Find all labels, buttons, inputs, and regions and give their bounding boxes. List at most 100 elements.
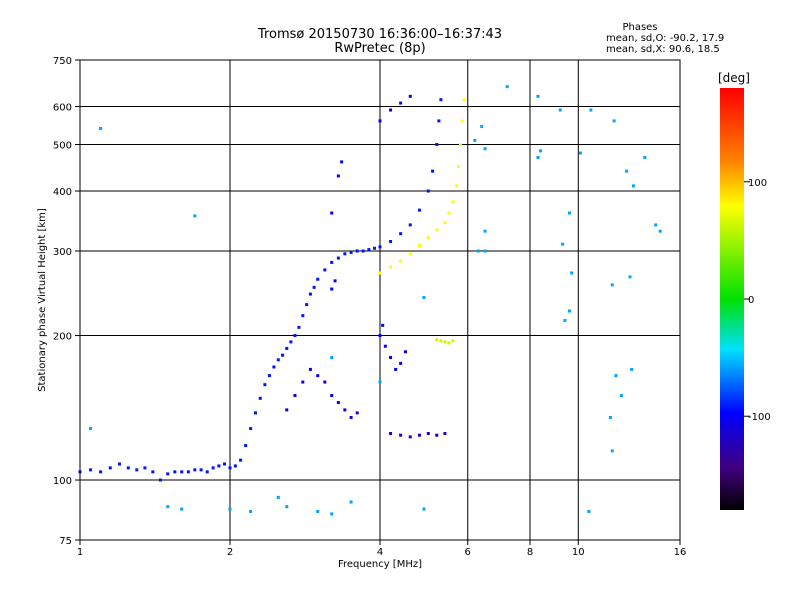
data-point xyxy=(89,427,93,431)
data-point xyxy=(473,138,477,142)
data-point xyxy=(330,512,334,516)
x-tick-label: 1 xyxy=(77,547,83,558)
data-point xyxy=(349,415,353,419)
data-point xyxy=(285,505,289,509)
data-point xyxy=(135,468,139,472)
data-point xyxy=(578,151,582,155)
data-point xyxy=(426,189,430,193)
data-point xyxy=(505,85,509,89)
data-point xyxy=(301,380,305,384)
data-point xyxy=(373,246,377,250)
data-point xyxy=(199,468,203,472)
data-point xyxy=(439,339,443,343)
data-point xyxy=(561,242,565,246)
data-point xyxy=(349,500,353,504)
data-point xyxy=(536,155,540,159)
y-tick-label: 100 xyxy=(53,476,72,487)
data-point xyxy=(483,249,487,253)
data-point xyxy=(99,126,103,130)
data-point xyxy=(443,432,447,436)
data-point xyxy=(239,458,243,462)
data-point xyxy=(462,98,466,102)
data-point xyxy=(480,125,484,129)
data-point xyxy=(378,119,382,123)
data-point xyxy=(336,401,340,405)
data-point xyxy=(630,367,634,371)
data-point xyxy=(447,211,451,215)
data-point xyxy=(316,374,320,378)
data-point xyxy=(228,507,232,511)
data-point xyxy=(567,211,571,215)
data-point xyxy=(293,394,297,398)
x-tick-label: 10 xyxy=(572,547,585,558)
data-point xyxy=(589,108,593,112)
data-point xyxy=(253,411,257,415)
chart-subtitle: RwPretec (8p) xyxy=(334,41,426,56)
data-point xyxy=(612,119,616,123)
y-tick-label: 400 xyxy=(53,187,72,198)
data-point xyxy=(403,350,407,354)
data-point xyxy=(336,174,340,178)
data-point xyxy=(457,164,461,168)
y-tick-label: 600 xyxy=(53,103,72,114)
data-point xyxy=(323,268,327,272)
data-point xyxy=(355,249,359,253)
data-point xyxy=(193,214,197,218)
data-point xyxy=(399,259,403,263)
data-point xyxy=(408,252,412,256)
data-point xyxy=(536,94,540,98)
x-tick-label: 6 xyxy=(465,547,471,558)
data-point xyxy=(323,380,327,384)
data-point xyxy=(389,432,393,436)
data-point xyxy=(228,466,232,470)
data-point xyxy=(610,449,614,453)
data-point xyxy=(267,374,271,378)
data-point xyxy=(336,256,340,260)
y-tick-label: 300 xyxy=(53,247,72,258)
data-point xyxy=(126,466,130,470)
data-point xyxy=(451,339,455,343)
data-point xyxy=(408,435,412,439)
data-point xyxy=(378,380,382,384)
y-tick-label: 500 xyxy=(53,141,72,152)
data-point xyxy=(476,249,480,253)
data-point xyxy=(455,184,459,188)
data-point xyxy=(276,358,280,362)
data-point xyxy=(249,509,253,513)
data-point xyxy=(399,433,403,437)
data-point xyxy=(417,244,421,248)
data-point xyxy=(117,462,121,466)
data-point xyxy=(233,464,237,468)
data-point xyxy=(330,355,334,359)
data-points xyxy=(78,85,662,516)
data-point xyxy=(378,271,382,275)
data-point xyxy=(308,292,312,296)
data-point xyxy=(330,287,334,291)
data-point xyxy=(249,427,253,431)
data-point xyxy=(614,374,618,378)
data-point xyxy=(180,507,184,511)
data-point xyxy=(389,355,393,359)
data-point xyxy=(426,236,430,240)
x-tick-label: 4 xyxy=(377,547,383,558)
data-point xyxy=(567,309,571,313)
data-point xyxy=(99,470,103,474)
data-point xyxy=(443,220,447,224)
data-point xyxy=(658,229,662,233)
data-point xyxy=(340,160,344,164)
data-point xyxy=(563,318,567,322)
data-point xyxy=(426,432,430,436)
colorbar-tick-label: 0 xyxy=(748,295,754,306)
colorbar-tick-label: 100 xyxy=(748,178,767,189)
data-point xyxy=(587,509,591,513)
phase-stats-o: mean, sd,O: -90.2, 17.9 xyxy=(606,33,725,44)
data-point xyxy=(330,211,334,215)
data-point xyxy=(263,383,267,387)
data-point xyxy=(173,470,177,474)
data-point xyxy=(343,252,347,256)
data-point xyxy=(381,323,385,327)
data-point xyxy=(297,325,301,329)
x-ticks: 1 2 4 6 8 10 16 xyxy=(77,540,686,558)
data-point xyxy=(361,249,365,253)
